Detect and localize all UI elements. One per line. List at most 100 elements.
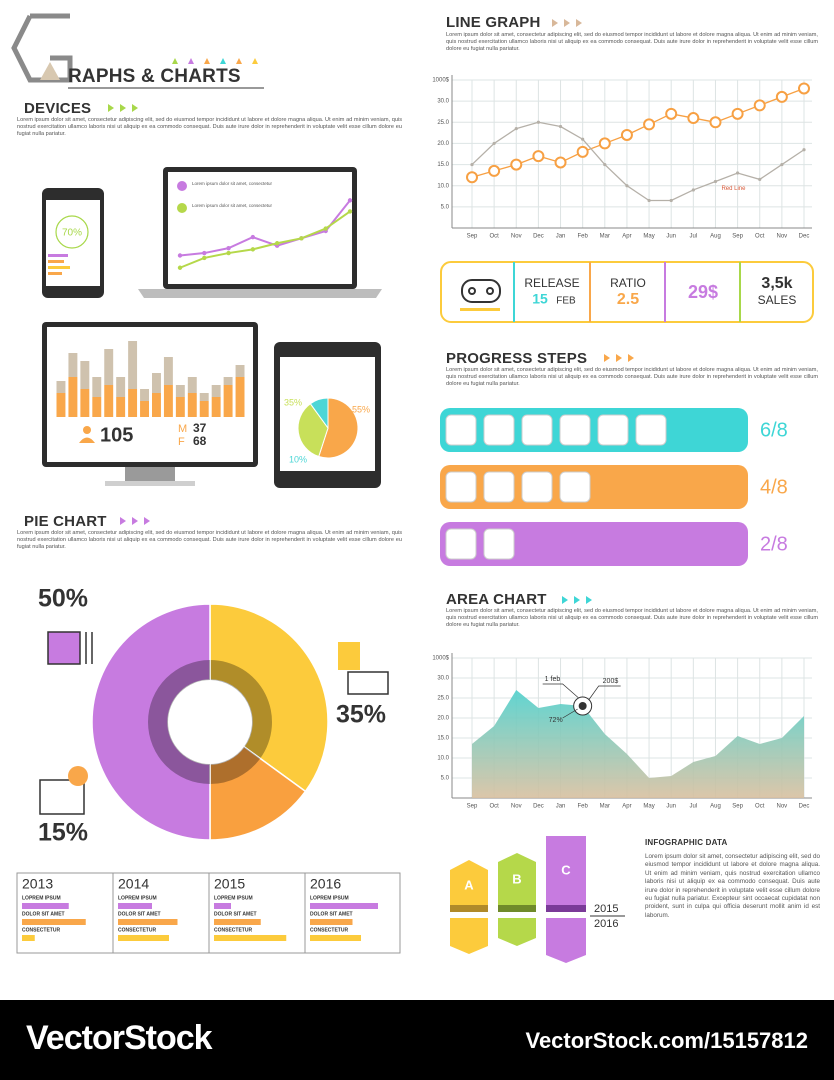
progress-step [483, 414, 515, 446]
label: DOLOR SIT AMET [22, 911, 65, 917]
label: VectorStock.com/15157812 [525, 1028, 808, 1053]
label: 2/8 [760, 533, 788, 555]
infographic-shapes [450, 836, 625, 963]
label: Dec [533, 804, 544, 810]
logo [11, 13, 73, 83]
label: CONSECTETUR [118, 927, 156, 933]
point [177, 265, 183, 270]
progress-step [445, 414, 477, 446]
progress-step [521, 471, 553, 503]
label: LOPREM IPSUM [214, 895, 253, 901]
area [472, 690, 804, 798]
point [226, 245, 231, 251]
page-title: RAPHS & CHARTS [68, 66, 241, 87]
donut-segment [91, 603, 211, 841]
callout [562, 708, 578, 719]
label: Feb [577, 804, 588, 810]
bar [80, 389, 90, 417]
label: LOPREM IPSUM [118, 895, 157, 901]
label: 2015 [594, 903, 618, 915]
footer-bg [0, 1000, 834, 1080]
bar [199, 393, 209, 401]
progress-step [559, 471, 591, 503]
phone [42, 188, 104, 298]
label: DOLOR SIT AMET [118, 911, 161, 917]
label: Red Line [721, 186, 746, 192]
section-text: Lorem ipsum dolor sit amet, consectetur … [17, 117, 402, 138]
label: Feb [577, 234, 588, 240]
stats-bar [440, 261, 814, 323]
label: May [643, 234, 654, 240]
label: 5.0 [441, 776, 450, 782]
label: 4/8 [760, 476, 788, 498]
label: Oct [489, 804, 499, 810]
label: Nov [511, 804, 522, 810]
point [323, 226, 328, 231]
label: 1 feb [545, 676, 561, 683]
label: 1000$ [432, 78, 449, 84]
bar [211, 385, 221, 397]
progress-track [440, 465, 748, 509]
bar [211, 397, 221, 417]
year-bar [310, 935, 361, 941]
label: LOPREM IPSUM [310, 895, 349, 901]
point [598, 137, 611, 150]
point [466, 171, 478, 184]
bar [80, 361, 90, 389]
bar [223, 385, 233, 417]
label: 5.0 [441, 204, 450, 210]
label: Sep [467, 804, 478, 810]
label: C [561, 862, 571, 877]
label: Dec [799, 234, 810, 240]
progress-step [483, 528, 515, 560]
point [554, 156, 567, 169]
section-text: Lorem ipsum dolor sit amet, consectetur … [17, 530, 402, 551]
progress-step [635, 414, 667, 446]
donut-inner [210, 660, 272, 759]
section-title: LINE GRAPH [446, 14, 541, 31]
label: F [178, 436, 185, 448]
label: Nov [777, 234, 788, 240]
legend-dot [177, 181, 187, 191]
point [625, 184, 629, 188]
label: 2016 [594, 918, 618, 930]
bar [68, 377, 78, 417]
point [532, 150, 545, 163]
progress-step [483, 471, 515, 503]
point [250, 247, 256, 252]
donut-inner [210, 746, 261, 784]
label: 35% [336, 701, 386, 729]
year-bar [310, 903, 378, 909]
label: 10% [289, 454, 307, 464]
label: 70% [62, 228, 82, 239]
point [470, 162, 474, 167]
point [731, 107, 744, 120]
label: 10.0 [437, 756, 449, 762]
label: RATIO [610, 276, 646, 290]
year-bar [214, 903, 231, 909]
pie-slice [318, 397, 359, 459]
bar [235, 377, 245, 417]
point [202, 250, 207, 256]
year-bar [118, 919, 178, 925]
label: Jul [689, 804, 697, 810]
pie-slice [297, 403, 329, 458]
label: 25.0 [437, 696, 449, 702]
label: M [178, 423, 187, 435]
label: 2013 [22, 876, 53, 892]
series-line [471, 87, 805, 178]
point [347, 198, 353, 203]
label: May [643, 804, 654, 810]
point [226, 250, 231, 256]
label: Nov [511, 234, 522, 240]
point [665, 107, 678, 120]
label: 72% [549, 717, 563, 724]
label: RELEASE [524, 276, 579, 290]
point [514, 127, 518, 131]
progress-step [445, 528, 477, 560]
label: 20.0 [437, 716, 449, 722]
point [536, 120, 541, 124]
bar [163, 357, 173, 385]
label: Sep [732, 804, 743, 810]
